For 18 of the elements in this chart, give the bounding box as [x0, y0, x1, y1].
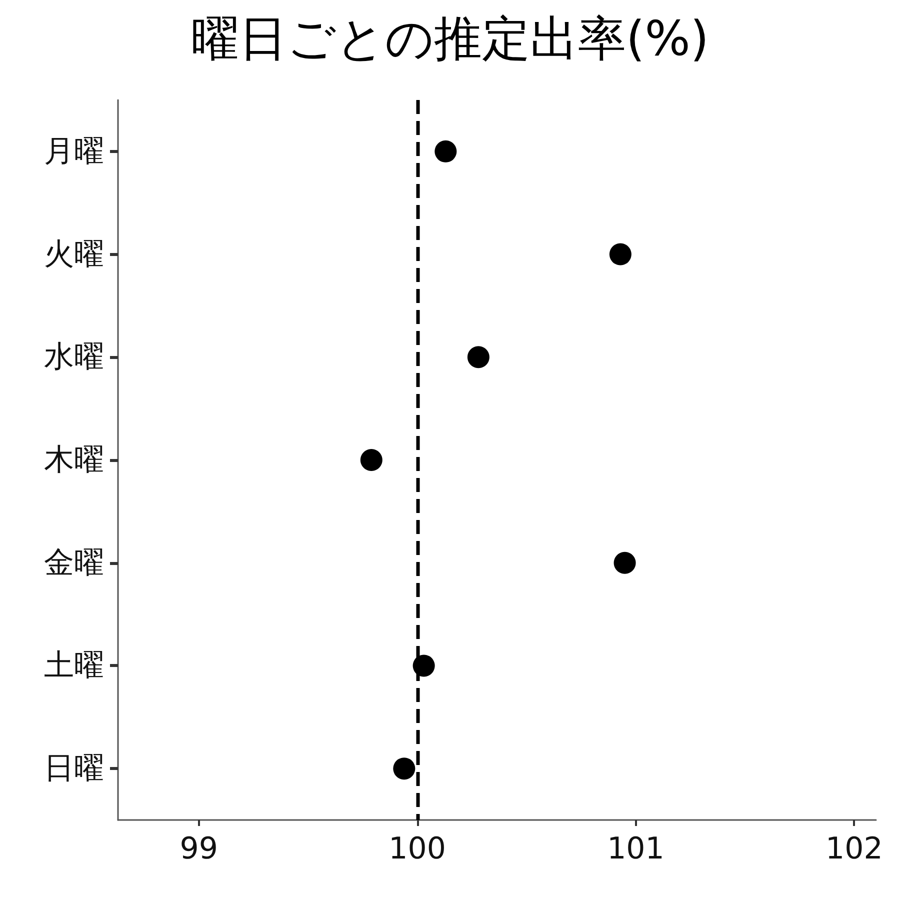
x-tick-label: 101 — [607, 832, 664, 866]
point — [434, 140, 457, 162]
y-tick-label: 木曜 — [44, 442, 104, 478]
point — [360, 449, 382, 471]
y-tick-label: 水曜 — [44, 340, 104, 375]
point — [614, 552, 636, 574]
chart-title: 曜日ごとの推定出率(%) — [190, 11, 710, 67]
point — [467, 346, 490, 368]
point — [609, 243, 632, 266]
x-tick-label: 100 — [388, 832, 446, 866]
point — [393, 758, 416, 780]
x-tick-label: 99 — [180, 832, 218, 866]
y-tick-label: 月曜 — [44, 134, 104, 169]
y-tick-label: 金曜 — [44, 545, 104, 580]
x-tick-label: 102 — [826, 832, 883, 866]
y-tick-label: 火曜 — [44, 236, 104, 272]
y-tick-label: 日曜 — [44, 751, 104, 786]
y-tick-label: 土曜 — [44, 648, 104, 684]
